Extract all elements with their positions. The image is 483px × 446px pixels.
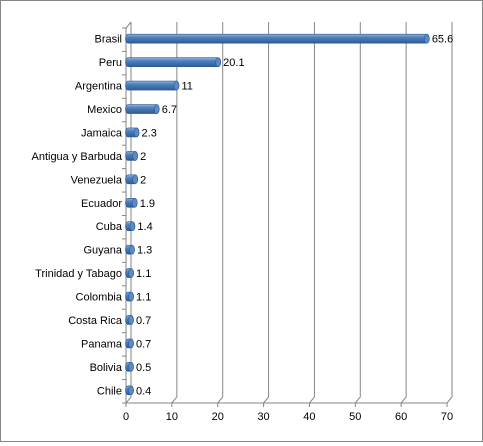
bar — [125, 268, 134, 278]
x-tick-label: 10 — [166, 411, 178, 423]
category-labels: Brasil Peru Argentina Mexico Jamaica Antigua … — [31, 34, 122, 398]
x-tick-label: 70 — [441, 411, 453, 423]
x-tick-label: 30 — [257, 411, 269, 423]
data-label: 2.3 — [142, 127, 157, 139]
bar — [125, 291, 134, 302]
bar — [125, 104, 160, 114]
gridline — [354, 22, 361, 404]
category-label: Cuba — [96, 221, 123, 233]
data-label: 0.7 — [136, 315, 151, 327]
data-label: 1.1 — [136, 292, 151, 304]
data-label: 1.3 — [137, 245, 152, 257]
x-tick-label: 40 — [303, 411, 315, 423]
category-label: Brasil — [94, 34, 122, 46]
gridline — [309, 22, 315, 404]
category-label: Trinidad y Tabago — [35, 268, 122, 280]
data-label: 1.4 — [137, 221, 152, 233]
bar — [125, 57, 221, 67]
bar — [125, 221, 136, 232]
data-label: 1.9 — [140, 198, 155, 210]
data-label: 11 — [181, 81, 192, 93]
data-label: 20.1 — [223, 57, 244, 69]
category-label: Peru — [99, 57, 122, 69]
data-label: 0.7 — [136, 338, 151, 350]
data-labels: 65.6 20.1 11 6.7 2.3 2 2 1.9 1.4 1.3 1.1 1.1 0.7 0.7 0… — [136, 34, 453, 398]
gridline — [263, 22, 270, 404]
category-label: Antigua y Barbuda — [31, 151, 122, 163]
bar — [125, 244, 135, 255]
data-label: 1.1 — [136, 268, 151, 280]
x-tick-label: 20 — [212, 411, 224, 423]
gridline — [217, 22, 224, 404]
gridline — [171, 22, 178, 404]
category-label: Costa Rica — [68, 315, 123, 327]
x-tick-label: 50 — [349, 411, 361, 423]
bar — [125, 385, 134, 396]
data-label: 0.5 — [136, 362, 151, 374]
gridline — [125, 22, 132, 404]
gridline — [400, 22, 407, 404]
bar — [125, 127, 140, 138]
data-label: 65.6 — [432, 34, 453, 46]
data-label: 0.4 — [136, 385, 151, 397]
bar — [125, 197, 138, 208]
bar — [125, 33, 430, 44]
bars — [125, 33, 430, 396]
data-label: 6.7 — [162, 104, 177, 116]
category-label: Jamaica — [81, 127, 123, 139]
gridlines — [125, 22, 453, 404]
x-tick-label: 60 — [395, 411, 407, 423]
x-tick-label: 0 — [123, 411, 129, 423]
gridline — [446, 22, 453, 404]
bar — [125, 151, 138, 161]
category-label: Mexico — [87, 104, 122, 116]
category-label: Venezuela — [71, 174, 123, 186]
category-label: Ecuador — [81, 198, 122, 210]
category-label: Argentina — [75, 81, 123, 93]
category-label: Guyana — [83, 245, 122, 257]
bar — [125, 362, 134, 372]
category-label: Panama — [81, 338, 123, 350]
data-label: 2 — [140, 151, 146, 163]
data-label: 2 — [140, 174, 146, 186]
bar — [125, 315, 134, 325]
category-label: Colombia — [76, 292, 123, 304]
bar — [125, 80, 180, 91]
axes — [122, 21, 448, 407]
category-label: Chile — [97, 385, 122, 397]
bar — [125, 338, 134, 349]
x-tick-labels: 0 10 20 30 40 50 60 70 — [123, 411, 453, 423]
bar — [125, 174, 138, 185]
category-label: Bolivia — [90, 362, 123, 374]
